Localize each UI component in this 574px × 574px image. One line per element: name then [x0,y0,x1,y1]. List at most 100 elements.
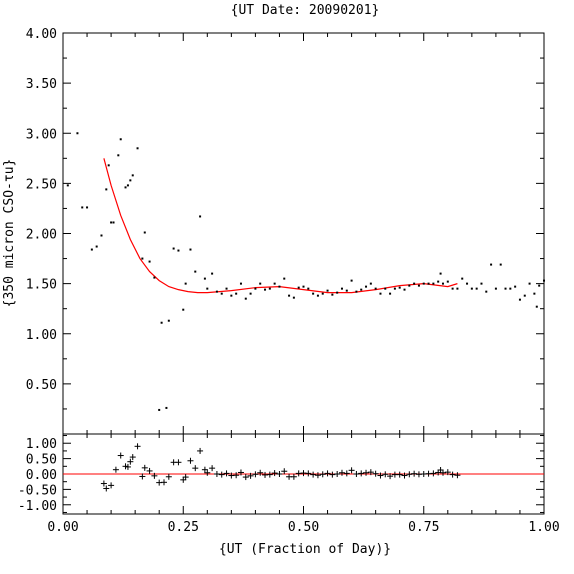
data-points [66,132,545,411]
data-point [456,287,459,290]
main-panel-frame [62,32,545,435]
data-point [292,296,295,299]
data-point [153,276,156,279]
residual-point [290,473,297,480]
data-point [485,290,488,293]
y-tick-label: 3.50 [26,77,57,92]
data-point [384,287,387,290]
data-point [413,282,416,285]
residual-point [363,469,370,476]
residual-point [367,469,374,476]
x-axis-label: {UT (Fraction of Day)} [219,542,391,557]
data-point [297,286,300,289]
residual-point [134,443,141,450]
data-point [249,292,252,295]
data-point [408,284,411,287]
data-point [336,291,339,294]
data-point [90,248,93,251]
data-point [350,279,353,282]
x-tick-label: 0.50 [288,520,319,535]
data-point [165,406,168,409]
data-point [379,292,382,295]
data-point [331,293,334,296]
data-point [199,215,202,218]
data-point [189,248,192,251]
residual-point [401,472,408,479]
x-tick-labels: 0.00 0.25 0.50 0.75 1.00 [47,520,559,535]
residual-point [129,454,136,461]
data-point [110,221,113,224]
residual-point [338,469,345,476]
data-point [131,174,134,177]
data-point [278,285,281,288]
data-point [345,289,348,292]
residual-point [108,482,115,489]
chart-title: {UT Date: 20090201} [231,3,380,18]
data-point [470,287,473,290]
residual-point [406,471,413,478]
y-tick-label: 0.50 [26,453,57,468]
data-point [158,408,161,411]
data-point [172,247,175,250]
data-point [523,294,526,297]
x-tick-label: 0.75 [408,520,439,535]
residual-point [382,471,389,478]
data-point [129,179,132,182]
y-tick-label: 1.00 [26,328,57,343]
data-point [441,282,444,285]
residual-point [213,471,220,477]
data-point [475,287,478,290]
data-point [326,289,329,292]
residual-point [223,470,230,477]
y-tick-label: 0.50 [26,378,57,393]
data-point [389,292,392,295]
residual-point [197,447,204,454]
residual-point [112,466,119,473]
residual-point [319,471,326,478]
data-point [95,245,98,248]
main-panel-ytick-labels: 0.50 1.00 1.50 2.00 2.50 3.00 3.50 4.00 [26,27,57,393]
data-point [312,292,315,295]
residual-point [151,472,158,479]
data-point [143,231,146,234]
data-point [494,287,497,290]
y-tick-label: 1.00 [26,437,57,452]
data-point [355,290,358,293]
y-tick-label: -0.50 [18,483,57,498]
data-point [288,294,291,297]
y-axis-label: {350 micron CSO-τu} [2,159,17,308]
data-point [100,234,103,237]
data-point [244,297,247,300]
data-point [533,292,536,295]
residual-point [237,469,244,476]
data-point [81,206,84,209]
y-tick-label: 2.50 [26,177,57,192]
data-point [66,184,69,187]
data-point [466,282,469,285]
residual-point [201,466,208,473]
residual-point [396,471,403,478]
data-point [439,272,442,275]
residual-point [257,469,264,476]
data-point [528,282,531,285]
x-tick-label: 1.00 [528,520,559,535]
data-point [167,319,170,322]
residual-point [247,472,254,479]
data-point [239,282,242,285]
residual-point [192,465,199,472]
residual-point [310,471,317,478]
data-point [360,288,363,291]
residual-point [266,471,273,478]
residual-points [100,443,461,492]
residual-point [454,472,461,479]
residual-point [165,473,172,480]
residual-point [276,471,283,477]
residual-point [141,464,148,471]
data-point [543,279,545,282]
main-panel-ticks [63,32,544,434]
data-point [461,277,464,280]
data-point [206,287,209,290]
data-point [273,282,276,285]
data-point [211,272,214,275]
